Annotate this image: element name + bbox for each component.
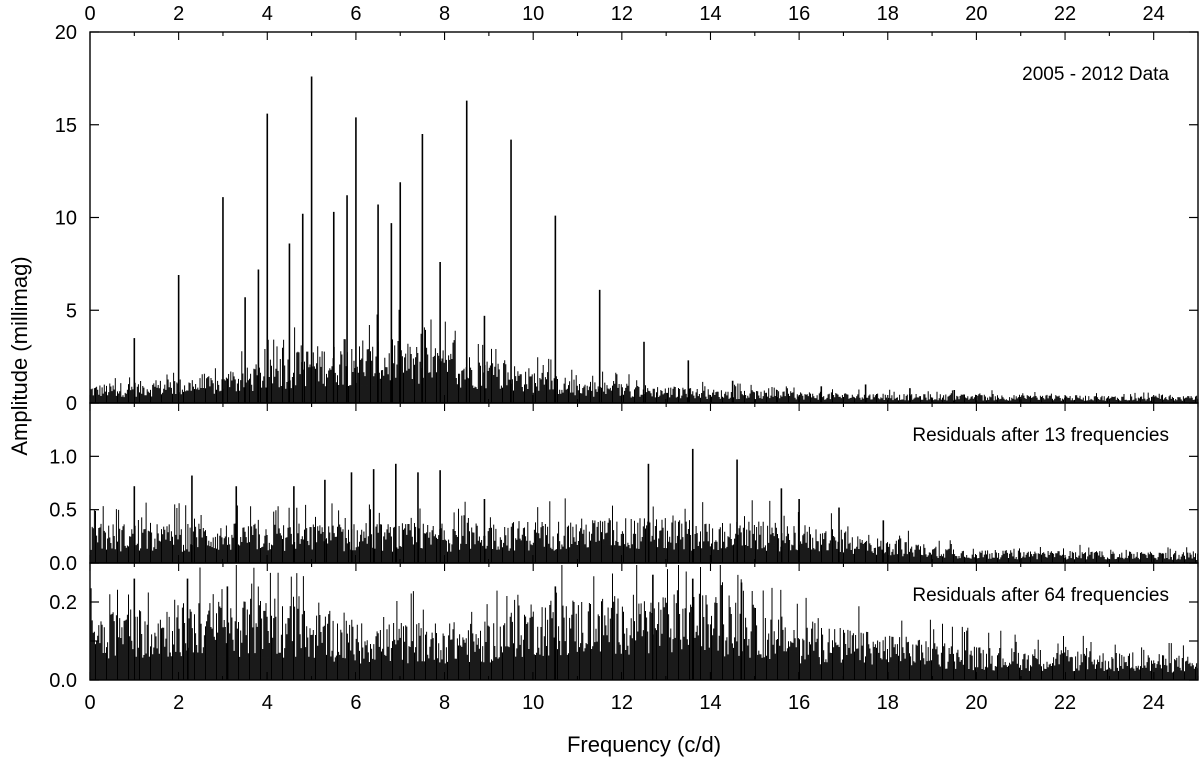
x-tick-label-bottom-10: 20 xyxy=(965,692,987,714)
x-tick-label-bottom-7: 14 xyxy=(699,692,721,714)
panel-residuals-13: 0.0 0.5 1.0 xyxy=(49,402,1199,575)
bottom-x-tick-labels: 0 2 4 6 8 10 12 14 16 18 20 22 24 xyxy=(84,692,1164,714)
x-tick-label-top-3: 6 xyxy=(350,3,361,25)
y-tick-label-0-2: 10 xyxy=(55,208,77,230)
x-tick-label-bottom-5: 10 xyxy=(522,692,544,714)
y-tick-label-0-0: 0 xyxy=(66,393,77,415)
noise-spectrum-2 xyxy=(89,565,1199,680)
top-x-tick-labels: 0 2 4 6 8 10 12 14 16 18 20 22 24 xyxy=(84,3,1164,25)
x-axis-title: Frequency (c/d) xyxy=(567,732,721,757)
panel-frame-2 xyxy=(89,562,1199,681)
y-axis-title: Amplitude (millimag) xyxy=(7,256,32,455)
x-tick-label-bottom-2: 4 xyxy=(262,692,273,714)
panel-2005-2012-data: 0 5 10 15 20 xyxy=(55,22,1199,415)
x-tick-label-top-1: 2 xyxy=(173,3,184,25)
panel-label-residuals-13: Residuals after 13 frequencies xyxy=(912,425,1169,446)
x-tick-label-top-10: 20 xyxy=(965,3,987,25)
panel-label-2005-2012: 2005 - 2012 Data xyxy=(1022,64,1169,85)
x-tick-label-top-8: 16 xyxy=(788,3,810,25)
x-tick-label-bottom-11: 22 xyxy=(1054,692,1076,714)
x-tick-label-top-5: 10 xyxy=(522,3,544,25)
y-tick-label-2-2: 0.2 xyxy=(49,592,77,614)
x-tick-label-top-2: 4 xyxy=(262,3,273,25)
x-tick-label-bottom-0: 0 xyxy=(84,692,95,714)
x-tick-label-bottom-6: 12 xyxy=(611,692,633,714)
x-tick-label-bottom-12: 24 xyxy=(1143,692,1165,714)
x-tick-label-top-7: 14 xyxy=(699,3,721,25)
x-tick-label-top-6: 12 xyxy=(611,3,633,25)
x-tick-label-top-12: 24 xyxy=(1143,3,1165,25)
x-tick-label-top-9: 18 xyxy=(877,3,899,25)
y-tick-label-0-3: 15 xyxy=(55,115,77,137)
x-tick-label-top-4: 8 xyxy=(439,3,450,25)
panel-residuals-64: 0.0 0.2 xyxy=(49,562,1199,692)
x-tick-label-bottom-4: 8 xyxy=(439,692,450,714)
x-tick-label-bottom-1: 2 xyxy=(173,692,184,714)
panel-label-residuals-64: Residuals after 64 frequencies xyxy=(912,585,1169,606)
y-tick-label-1-1: 0.5 xyxy=(49,500,77,522)
y-tick-label-0-4: 20 xyxy=(55,22,77,44)
x-tick-label-bottom-8: 16 xyxy=(788,692,810,714)
x-tick-label-bottom-9: 18 xyxy=(877,692,899,714)
y-tick-label-0-1: 5 xyxy=(66,300,77,322)
x-tick-label-top-0: 0 xyxy=(84,3,95,25)
noise-spectrum-1 xyxy=(89,498,1199,563)
y-tick-label-1-0: 0.0 xyxy=(49,553,77,575)
y-tick-label-1-2: 1.0 xyxy=(49,446,77,468)
x-tick-label-bottom-3: 6 xyxy=(350,692,361,714)
y-tick-label-2-0: 0.0 xyxy=(49,670,77,692)
x-tick-label-top-11: 22 xyxy=(1054,3,1076,25)
